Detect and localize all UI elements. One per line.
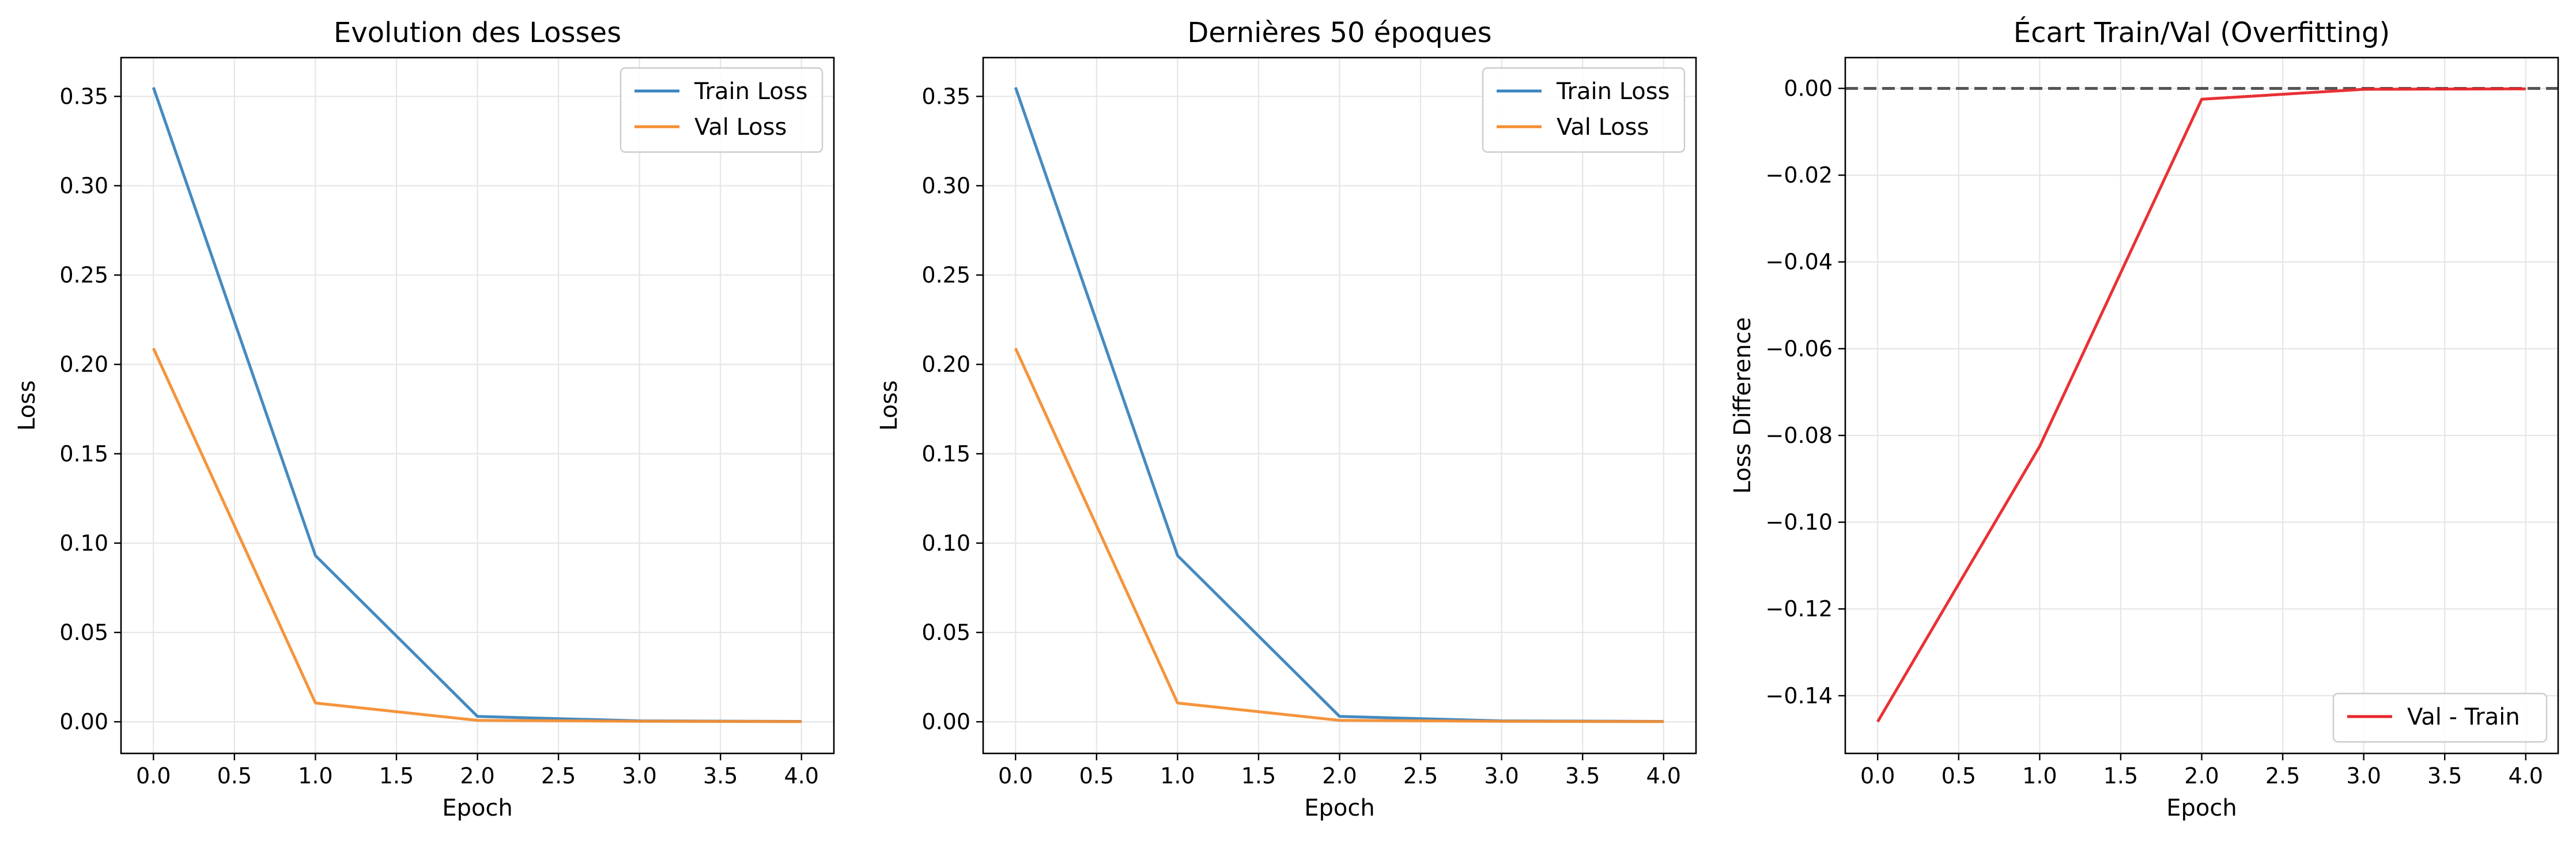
chart1-ytick-label-4: 0.20	[59, 352, 108, 377]
chart3-ytick-label-6: −0.12	[1766, 596, 1833, 622]
chart3-xlabel: Epoch	[2166, 795, 2237, 821]
chart2-xtick-label-8: 4.0	[1646, 763, 1681, 789]
chart2-legend-label-1: Val Loss	[1557, 114, 1649, 141]
chart3: 0.0 0.5 1.0 1.5 2.0 2.5 3.0 3.5 4.0 0.00 −0.02 −0.0…	[1729, 16, 2559, 821]
chart2-xtick-label-1: 0.5	[1079, 763, 1114, 789]
chart2-series-line-1	[1014, 347, 1664, 723]
chart2-xtick-label-7: 3.5	[1565, 763, 1600, 789]
chart1-ytick-label-0: 0.00	[59, 709, 108, 734]
chart1-ytick-label-6: 0.30	[59, 173, 108, 198]
chart3-series-line-0	[1876, 87, 2526, 723]
chart2-xtick-label-6: 3.0	[1484, 763, 1519, 789]
chart2-xtick-label-5: 2.5	[1403, 763, 1438, 789]
chart3-ytick-label-7: −0.14	[1766, 683, 1833, 708]
chart1-legend-box	[620, 67, 824, 153]
chart1-xtick-label-2: 1.0	[298, 763, 333, 789]
chart3-ytick-label-3: −0.06	[1766, 336, 1833, 361]
chart1-xtick-label-5: 2.5	[541, 763, 576, 789]
chart2-ytick-label-4: 0.20	[921, 352, 970, 377]
chart2-legend-label-0: Train Loss	[1556, 78, 1670, 105]
chart2-xtick-label-2: 1.0	[1160, 763, 1195, 789]
chart1-xlabel: Epoch	[442, 795, 512, 821]
chart1-legend: Train Loss Val Loss	[620, 67, 824, 153]
chart3-ytick-label-0: 0.00	[1784, 75, 1833, 101]
chart2-ytick-label-6: 0.30	[921, 173, 970, 198]
chart2-xtick-label-4: 2.0	[1322, 763, 1357, 789]
chart3-ylabel: Loss Difference	[1729, 317, 1756, 494]
chart1-xtick-label-4: 2.0	[460, 763, 494, 789]
chart2-xtick-label-0: 0.0	[998, 763, 1033, 789]
chart2-xtick-label-3: 1.5	[1241, 763, 1276, 789]
chart1-legend-label-0: Train Loss	[694, 78, 807, 105]
chart3-xtick-label-7: 3.5	[2427, 763, 2462, 789]
chart3-ytick-label-1: −0.02	[1766, 162, 1833, 188]
chart2-ytick-label-2: 0.10	[921, 531, 970, 556]
chart1-xtick-label-8: 4.0	[784, 763, 819, 789]
chart1-legend-label-1: Val Loss	[694, 114, 787, 141]
chart3-legend-label-0: Val - Train	[2407, 704, 2520, 730]
chart2-xlabel: Epoch	[1304, 795, 1374, 821]
chart1-ytick-label-1: 0.05	[59, 620, 108, 645]
chart1-xtick-label-0: 0.0	[136, 763, 171, 789]
chart1-xtick-label-6: 3.0	[622, 763, 656, 789]
chart2: 0.0 0.5 1.0 1.5 2.0 2.5 3.0 3.5 4.0 0.00 0.05 0.10 0…	[876, 17, 1697, 821]
chart1-ylabel: Loss	[14, 380, 40, 431]
chart1-ytick-label-2: 0.10	[59, 531, 108, 556]
chart1-ytick-label-5: 0.25	[59, 263, 108, 288]
chart3-legend-box	[2332, 692, 2548, 743]
chart2-ytick-label-7: 0.35	[921, 84, 970, 109]
chart1-title: Evolution des Losses	[334, 17, 621, 49]
chart2-ylabel: Loss	[876, 380, 902, 431]
chart3-xtick-label-2: 1.0	[2022, 763, 2057, 789]
chart1-ytick-label-3: 0.15	[59, 441, 108, 467]
chart2-legend-box	[1482, 67, 1686, 153]
chart2-title: Dernières 50 époques	[1187, 17, 1491, 49]
chart1-xtick-label-1: 0.5	[217, 763, 252, 789]
chart3-xtick-label-0: 0.0	[1860, 763, 1895, 789]
chart3-xtick-label-1: 0.5	[1942, 763, 1976, 789]
chart3-xtick-label-6: 3.0	[2346, 763, 2381, 789]
chart3-legend: Val - Train	[2332, 692, 2548, 743]
chart3-xtick-label-5: 2.5	[2265, 763, 2300, 789]
chart2-legend: Train Loss Val Loss	[1482, 67, 1686, 153]
chart2-ytick-label-5: 0.25	[921, 263, 970, 288]
chart1-xtick-label-3: 1.5	[379, 763, 414, 789]
chart2-ytick-label-1: 0.05	[921, 620, 970, 645]
chart1-xtick-label-7: 3.5	[703, 763, 738, 789]
chart1-series-line-1	[152, 347, 802, 723]
chart3-ytick-label-5: −0.10	[1766, 510, 1833, 535]
chart1-ytick-label-7: 0.35	[59, 84, 108, 109]
chart3-ytick-label-4: −0.08	[1766, 423, 1833, 448]
chart3-xtick-label-8: 4.0	[2509, 763, 2543, 789]
chart2-ytick-label-3: 0.15	[921, 441, 970, 467]
chart3-xtick-label-3: 1.5	[2103, 763, 2138, 789]
chart1: 0.0 0.5 1.0 1.5 2.0 2.5 3.0 3.5 4.0 0.00 0.05 0.10 0…	[14, 17, 835, 821]
chart2-ytick-label-0: 0.00	[921, 709, 970, 734]
chart3-ytick-label-2: −0.04	[1766, 249, 1833, 275]
chart3-title: Écart Train/Val (Overfitting)	[2014, 16, 2390, 49]
chart3-xtick-label-4: 2.0	[2184, 763, 2219, 789]
